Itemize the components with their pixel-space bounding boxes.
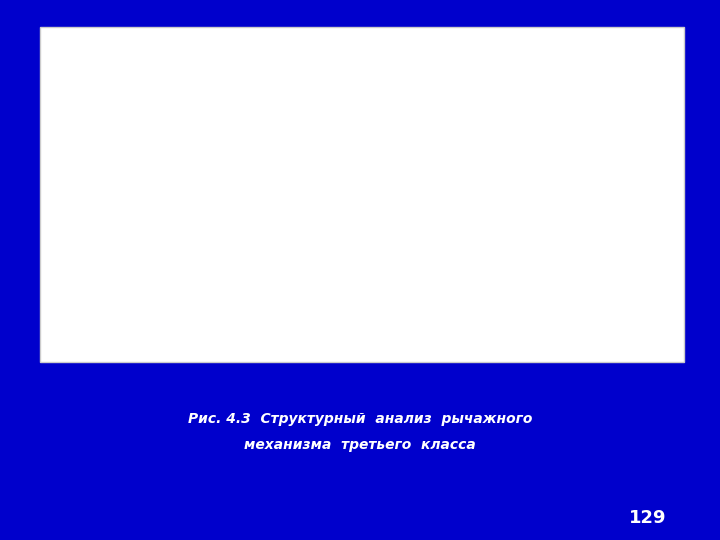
Text: 0: 0 (133, 193, 142, 206)
Text: F: F (235, 174, 247, 192)
Polygon shape (101, 214, 146, 223)
Text: 4: 4 (432, 108, 440, 121)
Circle shape (469, 147, 486, 160)
Text: 5: 5 (338, 171, 346, 184)
Text: E: E (338, 77, 349, 94)
Text: 3: 3 (423, 153, 430, 166)
Polygon shape (497, 131, 607, 193)
Text: B: B (508, 250, 521, 268)
Text: D: D (485, 131, 499, 149)
Text: механизма  третьего  класса: механизма третьего класса (244, 438, 476, 453)
Circle shape (271, 192, 283, 201)
Text: Начальный
механизм: Начальный механизм (62, 224, 153, 256)
Bar (269, 187, 306, 207)
Text: Структурная группа
III кл.: Структурная группа III кл. (292, 289, 469, 325)
Text: 1: 1 (192, 157, 199, 170)
Text: 2: 2 (477, 225, 485, 238)
Circle shape (492, 258, 509, 270)
Circle shape (354, 90, 370, 103)
Text: Рис. 4.3  Структурный  анализ  рычажного: Рис. 4.3 Структурный анализ рычажного (188, 411, 532, 426)
Polygon shape (107, 190, 140, 214)
Circle shape (408, 212, 425, 225)
Text: C: C (390, 204, 402, 222)
Circle shape (115, 184, 132, 196)
Polygon shape (512, 170, 523, 188)
Text: A: A (92, 171, 105, 189)
Polygon shape (404, 180, 424, 197)
Text: 129: 129 (629, 509, 667, 528)
